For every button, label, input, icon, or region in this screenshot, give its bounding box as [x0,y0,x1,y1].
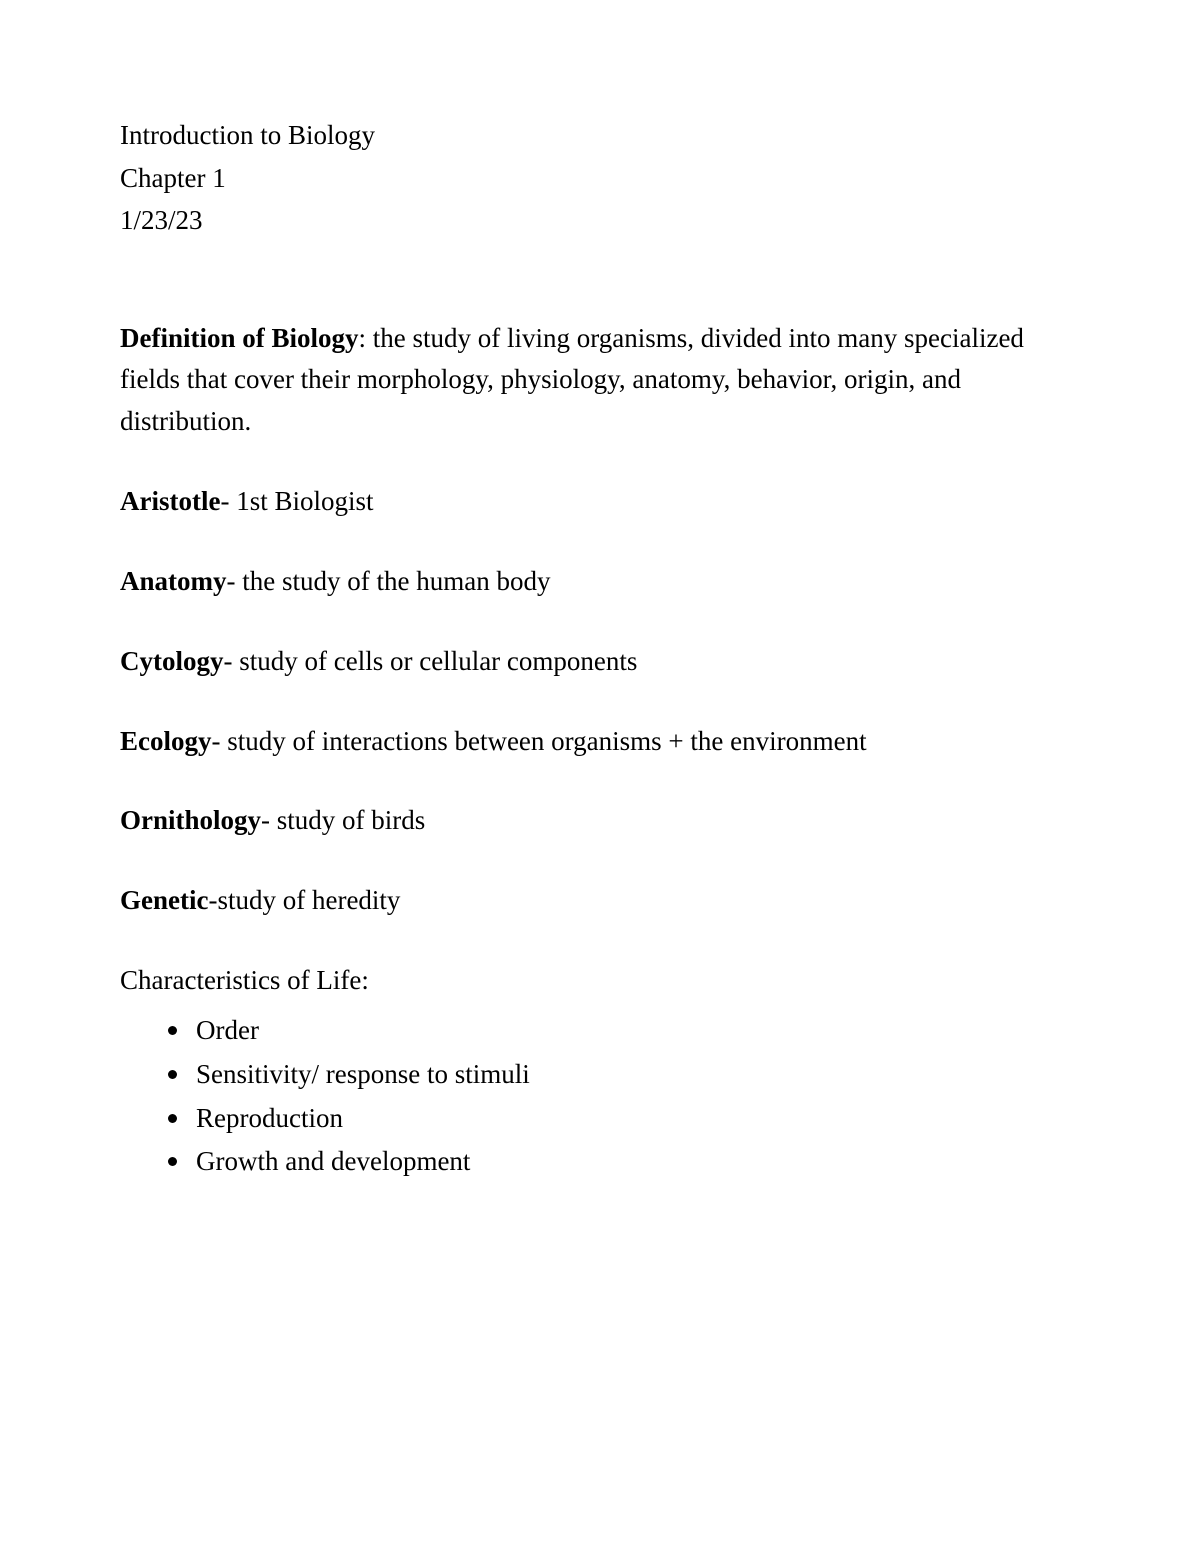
list-item: Reproduction [168,1098,1080,1140]
list-item: Order [168,1010,1080,1052]
term: Anatomy [120,566,227,596]
definition-paragraph: Ornithology- study of birds [120,800,1080,842]
definition-paragraph: Cytology- study of cells or cellular com… [120,641,1080,683]
term-text: study of birds [277,805,426,835]
term-text: the study of the human body [242,566,550,596]
document-date: 1/23/23 [120,200,1080,241]
term-sep: - [224,646,240,676]
document-title: Introduction to Biology [120,115,1080,156]
term-sep: : [359,323,373,353]
characteristics-list: Order Sensitivity/ response to stimuli R… [120,1010,1080,1183]
document-chapter: Chapter 1 [120,158,1080,199]
term-text: study of cells or cellular components [239,646,637,676]
term: Genetic [120,885,208,915]
definition-paragraph: Ecology- study of interactions between o… [120,721,1080,763]
spacer [120,243,1080,318]
term-text: 1st Biologist [236,486,373,516]
list-item: Growth and development [168,1141,1080,1183]
term: Cytology [120,646,224,676]
term: Ecology [120,726,212,756]
term: Definition of Biology [120,323,359,353]
term: Ornithology [120,805,261,835]
list-item: Sensitivity/ response to stimuli [168,1054,1080,1096]
definition-paragraph: Genetic-study of heredity [120,880,1080,922]
definition-paragraph: Anatomy- the study of the human body [120,561,1080,603]
term-text: study of heredity [217,885,400,915]
term-sep: - [212,726,228,756]
term-sep: - [261,805,277,835]
definition-paragraph: Definition of Biology: the study of livi… [120,318,1080,444]
term: Aristotle [120,486,220,516]
document-page: Introduction to Biology Chapter 1 1/23/2… [120,115,1080,1183]
definition-paragraph: Aristotle- 1st Biologist [120,481,1080,523]
term-text: study of interactions between organisms … [227,726,866,756]
term-sep: - [220,486,236,516]
term-sep: - [227,566,243,596]
list-heading: Characteristics of Life: [120,960,1080,1002]
